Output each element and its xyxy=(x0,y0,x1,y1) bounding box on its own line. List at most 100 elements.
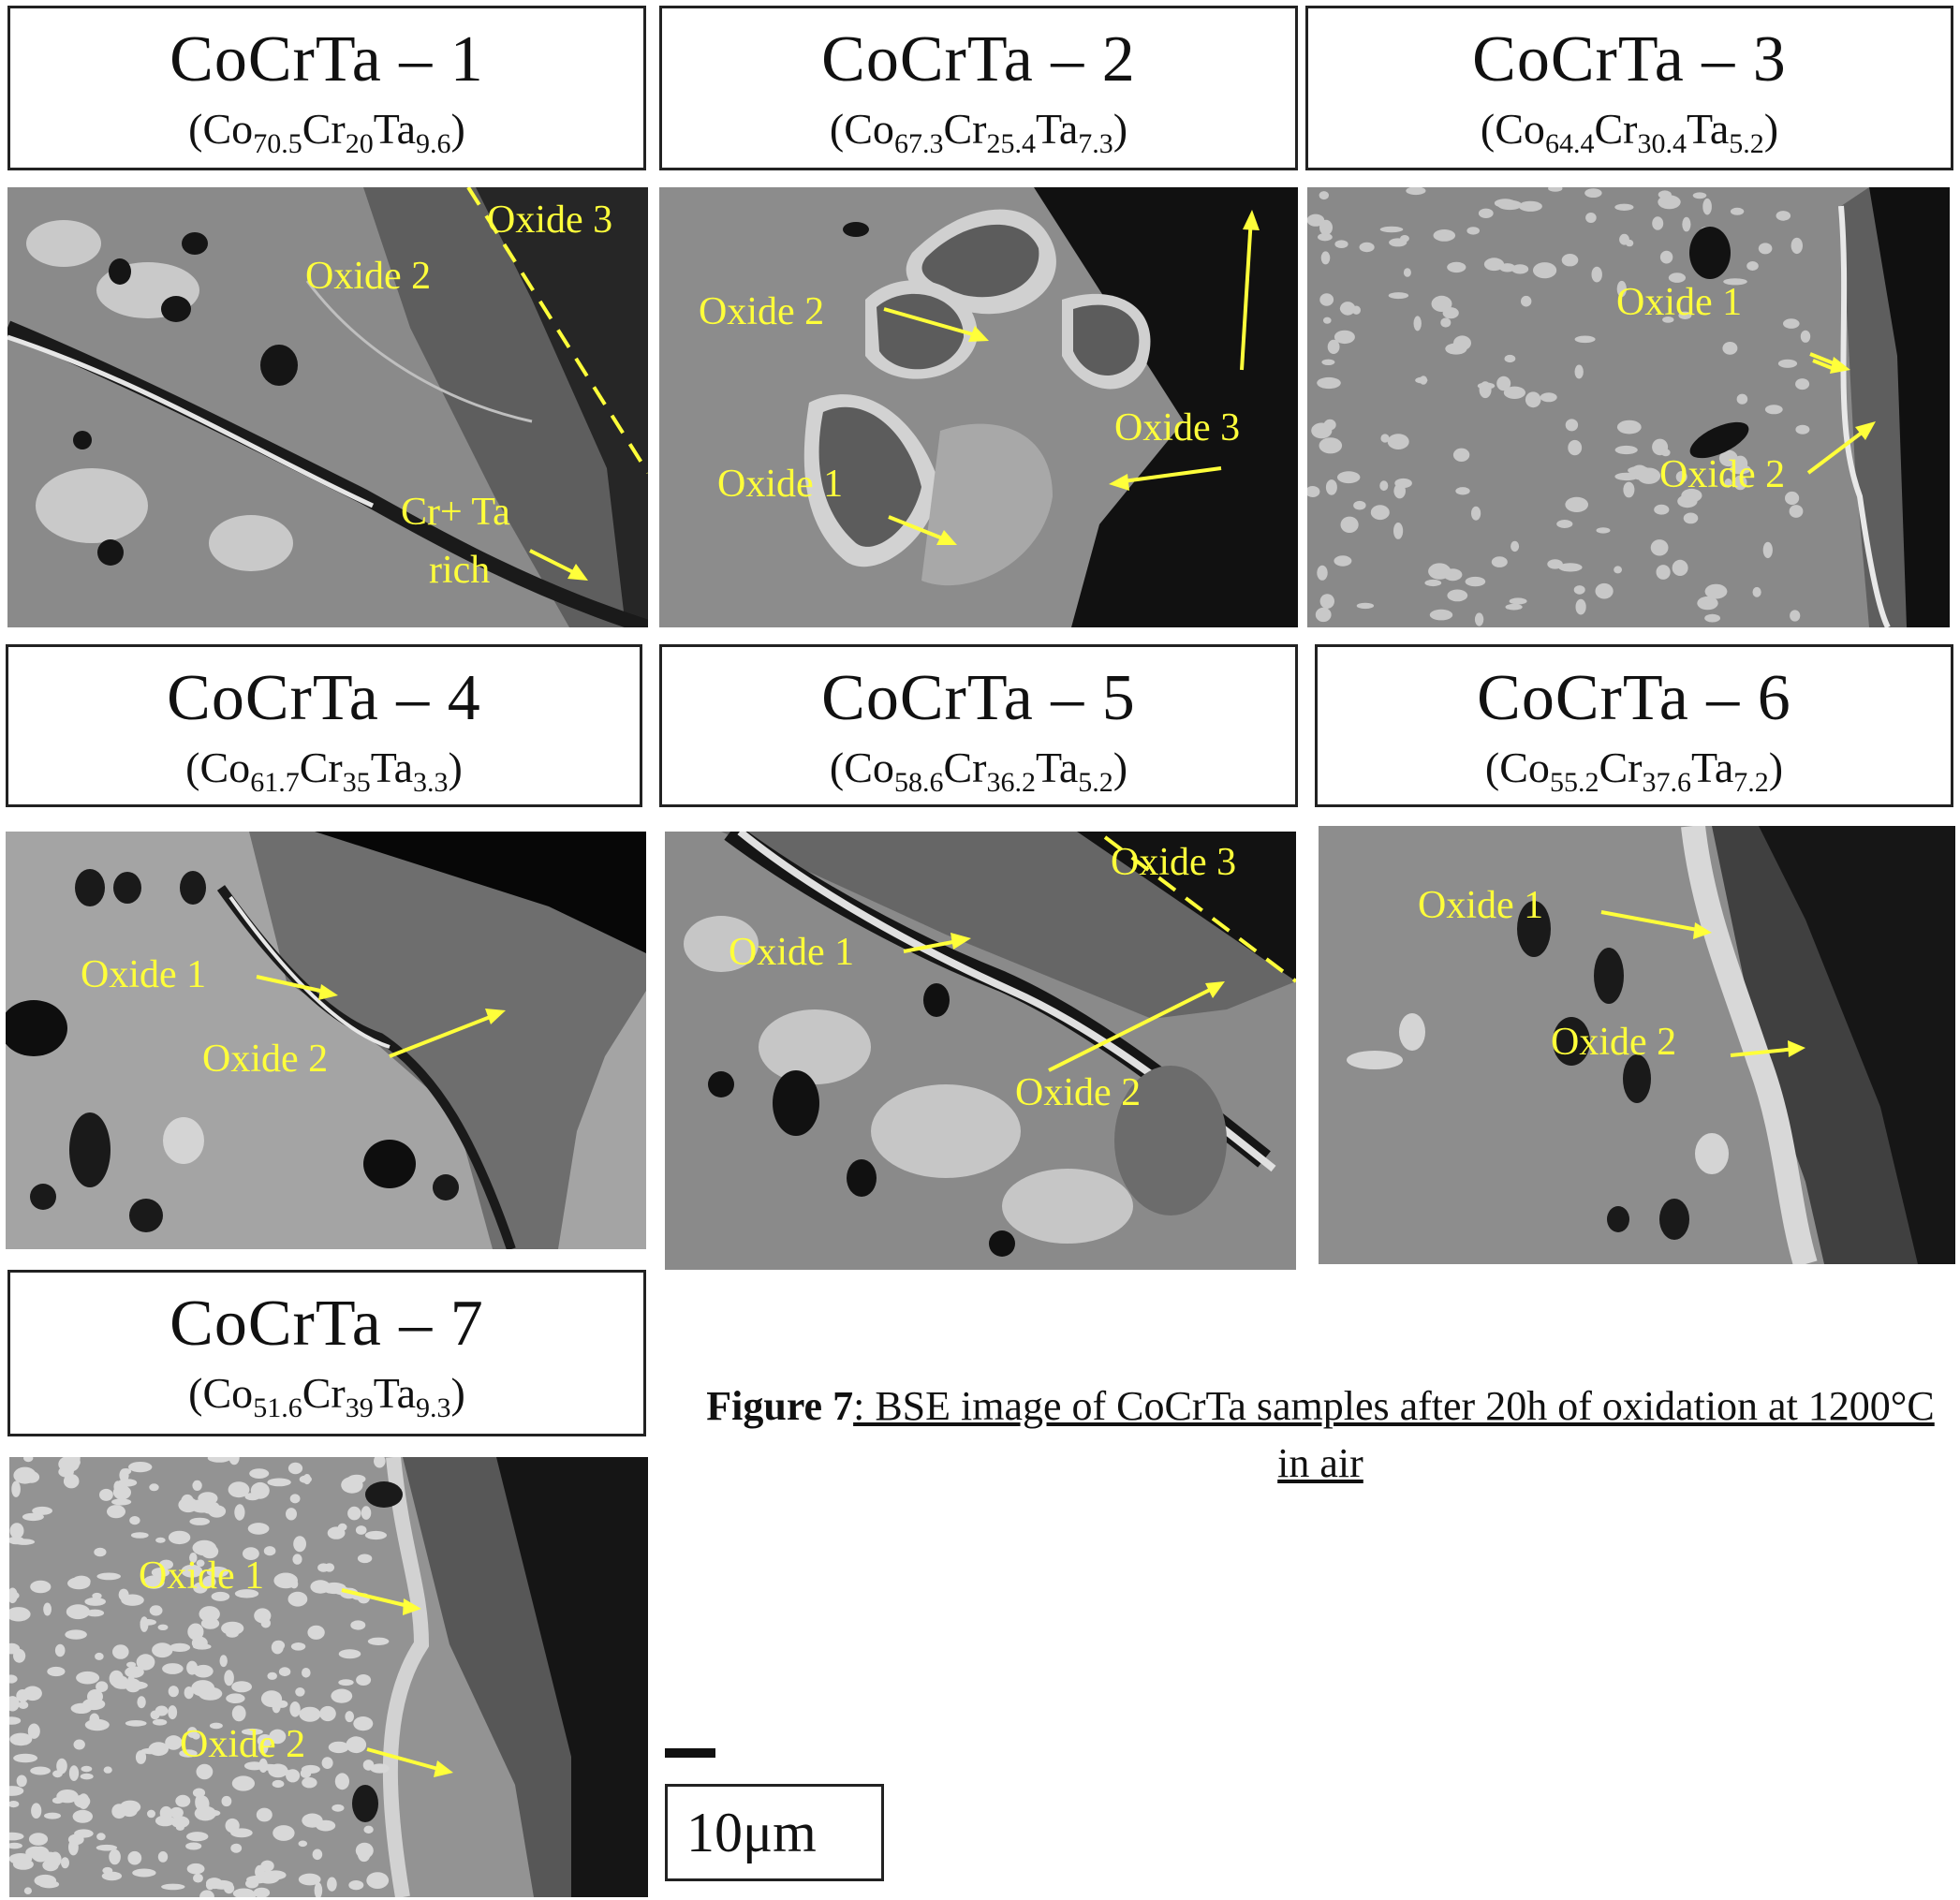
microstructure-particle xyxy=(331,1688,353,1703)
microstructure-particle xyxy=(96,1681,109,1692)
microstructure-particle xyxy=(193,1664,214,1678)
microstructure-particle xyxy=(1337,471,1361,484)
microstructure-particle xyxy=(1614,203,1634,211)
microstructure-particle xyxy=(289,1494,301,1504)
microstructure-particle xyxy=(81,1765,93,1773)
microstructure-particle xyxy=(1334,555,1352,567)
microstructure-particle xyxy=(1683,512,1699,524)
microstructure-particle xyxy=(197,1795,210,1813)
microstructure-particle xyxy=(273,1825,295,1841)
microstructure-particle xyxy=(1525,391,1541,408)
microstructure-particle xyxy=(300,1768,312,1778)
microstructure-particle xyxy=(1323,317,1332,324)
panel-4-formula: (Co61.7Cr35Ta3.3) xyxy=(185,744,463,798)
microstructure-particle xyxy=(324,1563,335,1572)
microstructure-particle xyxy=(200,1544,219,1559)
microstructure-particle xyxy=(1718,449,1738,467)
microstructure-particle xyxy=(1320,251,1331,265)
microstructure-particle xyxy=(59,1457,81,1469)
microstructure-particle xyxy=(187,1623,204,1641)
microstructure-particle xyxy=(1623,481,1635,498)
microstructure-particle xyxy=(74,1829,94,1838)
microstructure-particle xyxy=(207,1457,231,1463)
microstructure-particle xyxy=(321,1757,333,1769)
microstructure-particle xyxy=(1521,295,1532,307)
microstructure-particle xyxy=(1317,565,1328,581)
microstructure-particle xyxy=(1340,302,1356,316)
microstructure-particle xyxy=(1433,229,1456,242)
microstructure-particle xyxy=(287,1591,308,1607)
panel-6-label-oxide-1: Oxide 1 xyxy=(1418,884,1544,927)
element-symbol: Co xyxy=(844,744,894,791)
element-symbol: Ta xyxy=(1035,105,1079,153)
microstructure-particle xyxy=(22,1471,40,1483)
microstructure-particle xyxy=(1791,237,1803,255)
microstructure-particle xyxy=(1616,280,1627,298)
microstructure-particle xyxy=(1575,598,1586,615)
microstructure-particle xyxy=(1387,434,1409,449)
microstructure-particle xyxy=(1319,594,1334,609)
microstructure-particle xyxy=(1471,506,1481,521)
microstructure-particle xyxy=(1494,199,1516,208)
microstructure-particle xyxy=(28,1833,49,1846)
panel-3-label-oxide-2: Oxide 2 xyxy=(1659,453,1786,496)
microstructure-particle xyxy=(328,1741,349,1754)
microstructure-particle xyxy=(16,1775,27,1788)
microstructure-particle xyxy=(9,1536,24,1545)
microstructure-particle xyxy=(1746,261,1759,271)
microstructure-particle xyxy=(1736,393,1748,405)
microstructure-particle xyxy=(1614,472,1639,481)
panel-5-title: CoCrTa – 5 xyxy=(821,662,1136,734)
microstructure-particle xyxy=(231,1775,255,1791)
microstructure-particle xyxy=(175,1794,191,1807)
microstructure-particle xyxy=(66,1604,90,1620)
microstructure-particle xyxy=(169,1806,184,1819)
element-symbol: Ta xyxy=(1686,105,1730,153)
element-symbol: Ta xyxy=(370,744,413,791)
microstructure-particle xyxy=(47,1666,66,1677)
microstructure-particle xyxy=(126,1661,137,1668)
microstructure-particle xyxy=(258,1758,268,1773)
microstructure-particle xyxy=(1440,317,1452,328)
microstructure-particle xyxy=(56,1758,67,1775)
element-subscript: 58.6 xyxy=(893,767,944,798)
microstructure-particle xyxy=(1573,585,1585,595)
panel-5-formula: (Co58.6Cr36.2Ta5.2) xyxy=(829,744,1128,798)
microstructure-particle xyxy=(198,1686,223,1701)
element-symbol: Co xyxy=(199,744,251,791)
microstructure-particle xyxy=(314,1882,323,1897)
microstructure-particle xyxy=(1540,392,1557,403)
microstructure-particle xyxy=(22,1512,44,1522)
microstructure-particle xyxy=(157,1624,169,1630)
microstructure-particle xyxy=(198,1492,218,1505)
microstructure-particle xyxy=(287,1462,303,1475)
element-symbol: Cr xyxy=(943,744,987,791)
microstructure-particle xyxy=(257,1870,280,1884)
element-subscript: 20 xyxy=(345,128,374,159)
microstructure-particle xyxy=(1370,505,1390,521)
microstructure-particle xyxy=(96,1572,121,1581)
microstructure-particle xyxy=(168,1530,191,1545)
microstructure-particle xyxy=(72,1809,94,1823)
microstructure-particle xyxy=(74,1794,91,1808)
microstructure-particle xyxy=(25,1846,46,1859)
microstructure-particle xyxy=(192,1499,202,1510)
microstructure-particle xyxy=(1595,582,1614,599)
microstructure-particle xyxy=(63,1474,80,1489)
microstructure-particle xyxy=(9,1523,24,1539)
microstructure-particle xyxy=(1702,198,1712,215)
panel-3-title-box: CoCrTa – 3 (Co64.4Cr30.4Ta5.2) xyxy=(1305,6,1953,170)
microstructure-particle xyxy=(179,1749,198,1758)
microstructure-particle xyxy=(72,1575,91,1587)
microstructure-particle xyxy=(316,1819,336,1832)
microstructure-particle xyxy=(148,1742,169,1757)
microstructure-particle xyxy=(96,1833,106,1841)
microstructure-particle xyxy=(228,1457,240,1466)
microstructure-particle xyxy=(1568,439,1583,456)
microstructure-particle xyxy=(112,1644,129,1659)
microstructure-particle xyxy=(357,1554,373,1564)
element-subscript: 25.4 xyxy=(986,128,1036,159)
microstructure-particle xyxy=(341,1476,363,1494)
microstructure-particle xyxy=(186,1832,209,1842)
microstructure-particle xyxy=(200,1617,220,1629)
